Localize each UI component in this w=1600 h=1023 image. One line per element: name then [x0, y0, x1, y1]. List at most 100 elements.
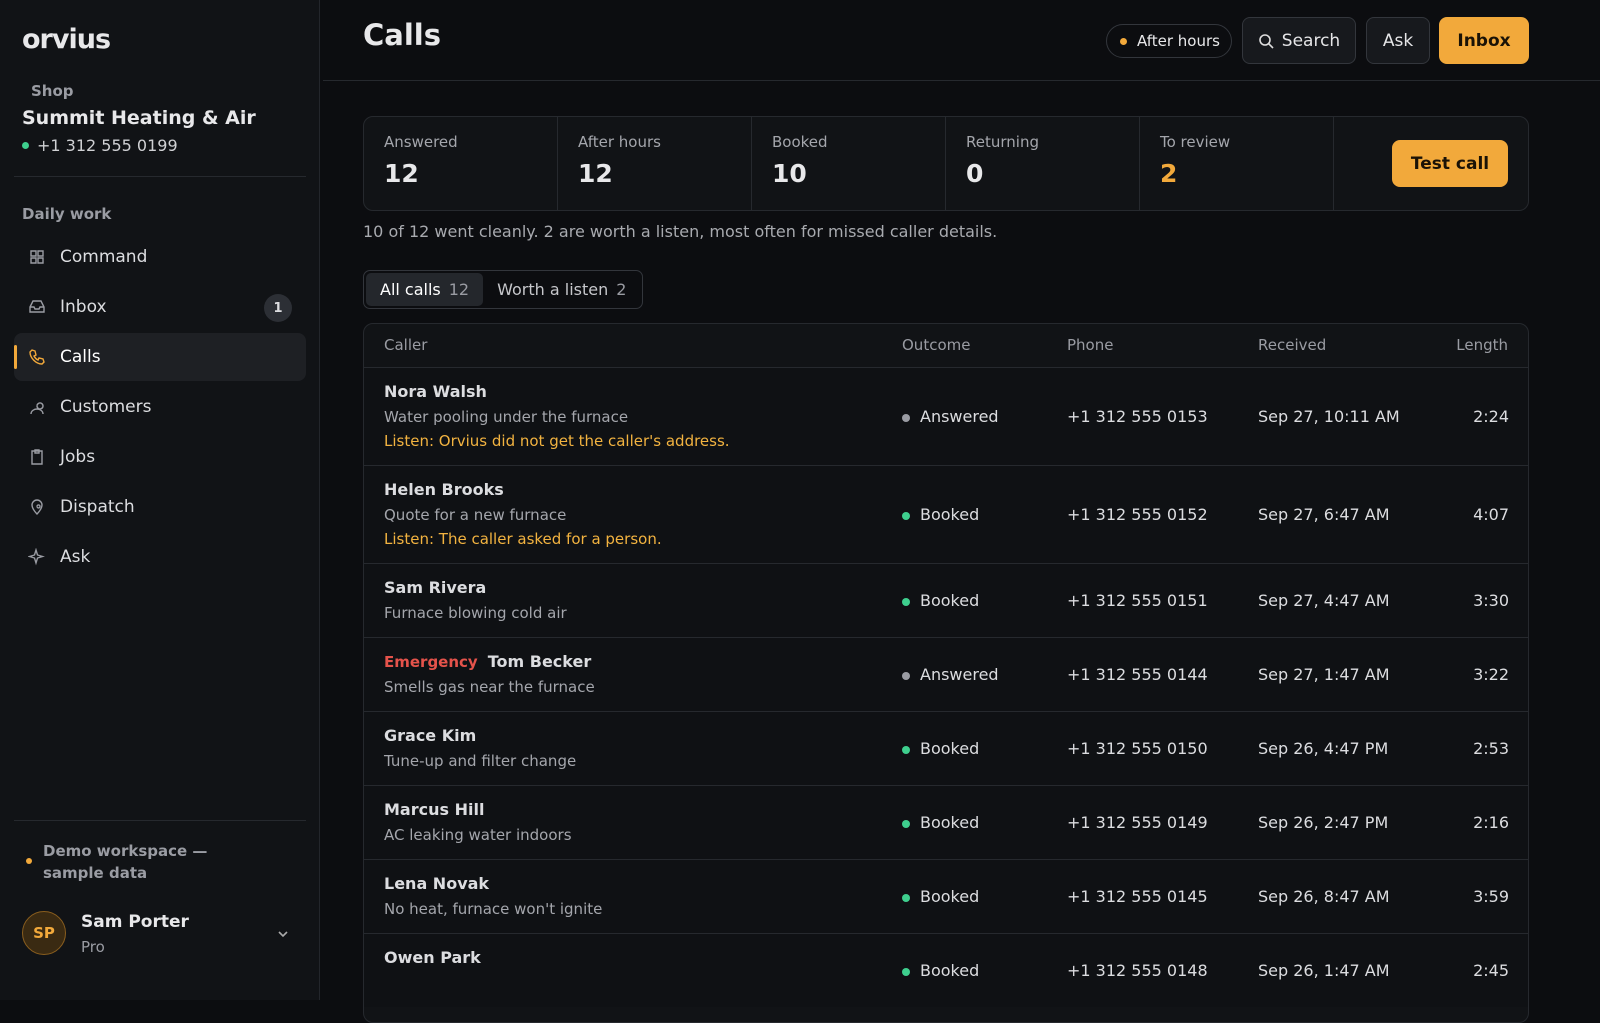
calls-table: Caller Outcome Phone Received Length Nora Wal… [363, 323, 1529, 1023]
received: Sep 27, 1:47 AM [1258, 665, 1390, 684]
table-row[interactable]: Owen Park Booked +1 312 555 0148 Sep 26, 1:… [364, 933, 1528, 1007]
stat: To review 2 [1140, 117, 1334, 211]
stat-label: Returning [966, 133, 1039, 151]
caller: Helen Brooks [384, 480, 504, 499]
test-call-button[interactable]: Test call [1392, 140, 1508, 187]
demo-dot [26, 858, 32, 864]
button-label: Search [1281, 30, 1341, 51]
shop-name: Summit Heating & Air [22, 107, 256, 129]
status-dot [1120, 38, 1127, 45]
length: 2:45 [1473, 961, 1509, 980]
caller: Owen Park [384, 948, 481, 967]
table-row[interactable]: Sam Rivera Furnace blowing cold air Booked… [364, 563, 1528, 637]
outcome: Booked [902, 961, 979, 980]
nav-item[interactable]: Ask [14, 533, 306, 581]
outcome-label: Answered [920, 665, 999, 684]
length: 2:53 [1473, 739, 1509, 758]
tab[interactable]: All calls 12 [366, 273, 484, 306]
phone: +1 312 555 0145 [1067, 887, 1208, 906]
nav-label: Dispatch [60, 497, 135, 517]
brand-logo[interactable]: orvius [22, 24, 111, 55]
length: 3:30 [1473, 591, 1509, 610]
caller: Marcus Hill [384, 800, 484, 819]
shop-phone: +1 312 555 0199 [37, 136, 178, 155]
chevron[interactable] [276, 927, 290, 941]
stat-value: 12 [578, 159, 613, 188]
caller-name: Marcus Hill [384, 800, 485, 819]
nav-item[interactable]: Jobs [14, 433, 306, 481]
outcome-dot [902, 893, 910, 902]
table-row[interactable]: Marcus Hill AC leaking water indoors Booke… [364, 785, 1528, 859]
tab-count: 12 [448, 280, 470, 299]
toolbar-button[interactable]: Inbox [1439, 17, 1529, 64]
outcome-label: Answered [920, 407, 999, 426]
received: Sep 26, 8:47 AM [1258, 887, 1390, 906]
tab-count: 2 [616, 280, 627, 299]
outcome: Booked [902, 739, 979, 758]
nav-icon [31, 499, 43, 515]
table-row[interactable]: Helen Brooks Quote for a new furnace Liste… [364, 465, 1528, 563]
outcome-label: Booked [920, 505, 980, 524]
nav-label: Command [60, 247, 148, 267]
demo-note: Demo workspace — sample data [43, 842, 208, 882]
outcome-dot [902, 819, 910, 828]
length: 4:07 [1473, 505, 1509, 524]
nav-item[interactable]: Command [14, 233, 306, 281]
nav-icon [30, 250, 44, 264]
divider [14, 176, 306, 177]
outcome: Answered [902, 407, 999, 426]
sidebar: orvius Shop Summit Heating & Air +1 312 … [0, 0, 320, 1000]
stat-label: Booked [772, 133, 828, 151]
tabs: All calls 12 Worth a listen 2 [363, 270, 644, 309]
nav-item[interactable]: Inbox 1 [14, 283, 306, 331]
caller: Grace Kim [384, 726, 476, 745]
stat: Booked 10 [752, 117, 946, 211]
outcome-dot [902, 413, 910, 422]
caller: Sam Rivera [384, 578, 486, 597]
nav-icon [29, 300, 45, 313]
tab[interactable]: Worth a listen 2 [483, 273, 640, 306]
call-topic: No heat, furnace won't ignite [384, 900, 603, 918]
search-icon [1258, 33, 1274, 49]
phone: +1 312 555 0144 [1067, 665, 1208, 684]
nav-item[interactable]: Calls [14, 333, 306, 381]
nav-section: Daily work [22, 205, 112, 223]
caller-name: Owen Park [384, 948, 481, 967]
phone: +1 312 555 0149 [1067, 813, 1208, 832]
table-row[interactable]: Nora Walsh Water pooling under the furnac… [364, 367, 1528, 465]
nav-icon [30, 402, 44, 415]
call-topic: Water pooling under the furnace [384, 408, 629, 426]
caller-name: Sam Rivera [384, 578, 487, 597]
stat-value: 2 [1160, 159, 1178, 188]
outcome-label: Booked [920, 591, 980, 610]
outcome-label: Booked [920, 887, 980, 906]
toolbar-button[interactable]: Search [1242, 17, 1356, 64]
avatar[interactable]: SP [22, 911, 66, 955]
nav-item[interactable]: Customers [14, 383, 306, 431]
length: 3:59 [1473, 887, 1509, 906]
caller-name: Grace Kim [384, 726, 477, 745]
stat-label: After hours [578, 133, 661, 151]
table-row[interactable]: Lena Novak No heat, furnace won't ignite B… [364, 859, 1528, 933]
length: 3:22 [1473, 665, 1509, 684]
stat: Answered 12 [364, 117, 558, 211]
stat-value: 12 [384, 159, 419, 188]
outcome-dot [902, 511, 910, 520]
table-row[interactable]: Grace Kim Tune-up and filter change Booked… [364, 711, 1528, 785]
nav-label: Ask [60, 547, 91, 567]
stat-label: Answered [384, 133, 458, 151]
outcome-dot [902, 967, 910, 976]
caller: Emergency Tom Becker [384, 652, 591, 671]
outcome: Answered [902, 665, 999, 684]
column-header: Outcome [902, 336, 971, 354]
table-row[interactable]: Emergency Tom Becker Smells gas near the f… [364, 637, 1528, 711]
received: Sep 26, 1:47 AM [1258, 961, 1390, 980]
divider [323, 80, 1600, 81]
length: 2:24 [1473, 407, 1509, 426]
nav-label: Jobs [60, 447, 96, 467]
nav-item[interactable]: Dispatch [14, 483, 306, 531]
toolbar-button[interactable]: Ask [1366, 17, 1430, 64]
nav-label: Inbox [60, 297, 107, 317]
outcome-label: Booked [920, 961, 980, 980]
